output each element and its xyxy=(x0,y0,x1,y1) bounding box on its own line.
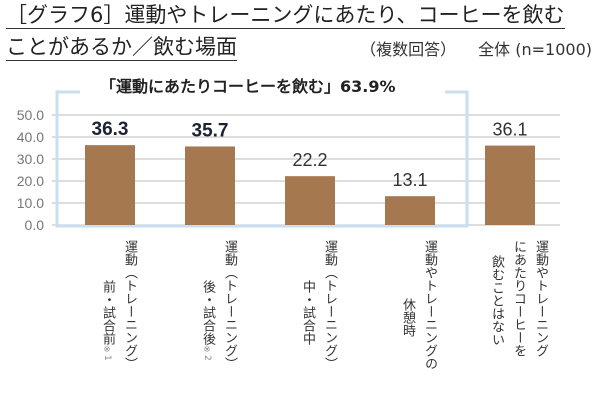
chart-title-line2: ことがあるか／飲む場面 xyxy=(6,35,237,61)
category-label-text: 運動やトレーニング xyxy=(533,240,548,357)
bar-chart: 50.0 40.0 30.0 20.0 10.0 0.0 36.3 35.7 22.2 13.1 3… xyxy=(17,90,560,233)
category-label-line: 後・試合後※2 xyxy=(198,240,216,361)
category-label-line: 飲むことはない xyxy=(487,240,505,346)
category-label-line: にあたりコーヒーを xyxy=(509,240,527,357)
bar-value-label: 35.7 xyxy=(192,120,229,141)
bar-value-label: 13.1 xyxy=(392,170,427,190)
category-label: 運動やトレーニングの 休憩時 xyxy=(396,240,440,370)
y-tick-label: 40.0 xyxy=(17,129,44,145)
y-tick-label: 0.0 xyxy=(25,217,45,233)
bar-value-label: 22.2 xyxy=(292,150,327,170)
category-label: 運動（トレーニング） 後・試合後※2 xyxy=(196,240,240,370)
category-label-line: 運動やトレーニング xyxy=(531,240,549,357)
y-tick-label: 20.0 xyxy=(17,173,44,189)
category-label-line: 前・試合前※1 xyxy=(98,240,116,361)
bar xyxy=(385,196,435,225)
answer-type: （複数回答） xyxy=(360,40,457,59)
category-label-text: 運動（トレーニング） xyxy=(122,240,137,370)
footnote-mark: ※2 xyxy=(202,345,212,361)
bar xyxy=(85,145,135,225)
highlight-bracket xyxy=(55,90,469,228)
bar xyxy=(185,146,235,225)
category-label-text: にあたりコーヒーを xyxy=(511,240,526,357)
category-label-line: 運動（トレーニング） xyxy=(120,240,138,370)
highlight-total: 「運動にあたりコーヒーを飲む」63.9% xyxy=(100,77,396,96)
category-label-line: 休憩時 xyxy=(398,240,416,337)
category-label-text: 運動（トレーニング） xyxy=(222,240,237,370)
bar xyxy=(485,145,535,225)
chart-meta: （複数回答） 全体 (n=1000) xyxy=(338,36,592,60)
category-label: 運動やトレーニング にあたりコーヒーを 飲むことはない xyxy=(485,240,551,357)
category-label-text: 運動やトレーニングの xyxy=(422,240,437,370)
footnote-mark: ※1 xyxy=(102,345,112,361)
category-label-text: 飲むことはない xyxy=(489,255,504,346)
category-label-line: 運動（トレーニング） xyxy=(320,240,338,370)
category-label-text: 運動（トレーニング） xyxy=(322,240,337,370)
y-tick-label: 50.0 xyxy=(17,107,44,123)
category-label: 運動（トレーニング） 中・試合中 xyxy=(296,240,340,370)
category-label-line: 運動（トレーニング） xyxy=(220,240,238,370)
y-tick-label: 10.0 xyxy=(17,195,44,211)
category-label-line: 運動やトレーニングの xyxy=(420,240,438,370)
sample-size: 全体 (n=1000) xyxy=(478,40,592,59)
bar xyxy=(285,176,335,225)
category-label-text: 休憩時 xyxy=(400,298,415,337)
bar-value-label: 36.1 xyxy=(492,120,527,140)
y-tick-label: 30.0 xyxy=(17,151,44,167)
category-label: 運動（トレーニング） 前・試合前※1 xyxy=(96,240,140,370)
category-label-text: 後・試合後 xyxy=(200,280,215,345)
chart-title-line1: ［グラフ6］運動やトレーニングにあたり、コーヒーを飲む xyxy=(6,3,565,29)
bar-value-label: 36.3 xyxy=(92,119,129,140)
category-label-line: 中・試合中 xyxy=(298,240,316,345)
category-label-text: 中・試合中 xyxy=(300,280,315,345)
category-label-text: 前・試合前 xyxy=(100,280,115,345)
